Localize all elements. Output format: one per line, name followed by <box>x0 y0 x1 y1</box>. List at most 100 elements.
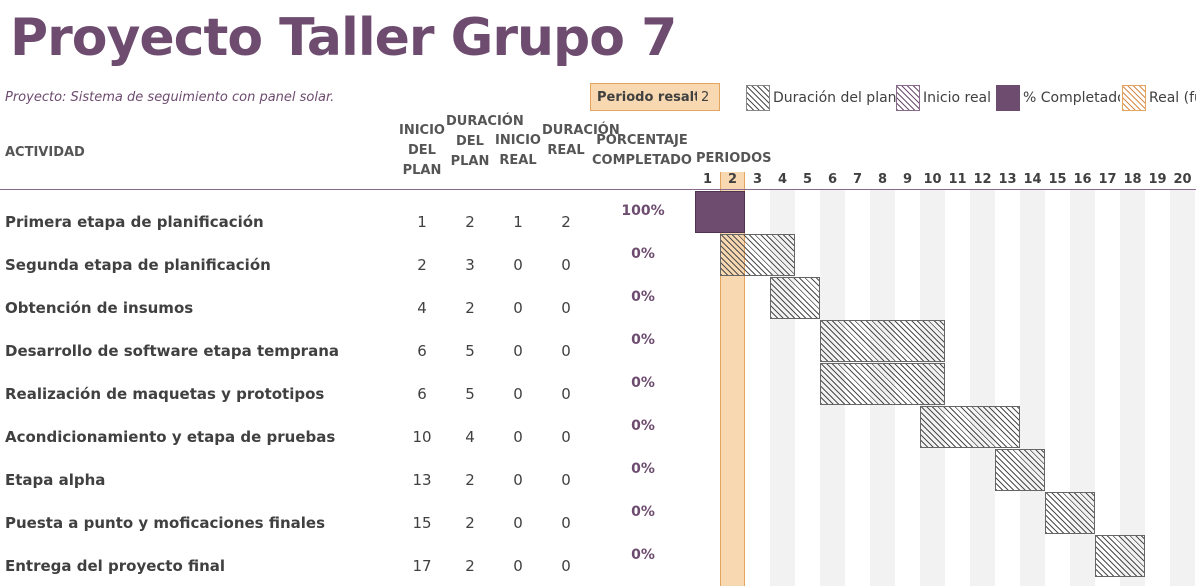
actual-start-cell[interactable]: 0 <box>513 385 523 403</box>
plan-duration-cell[interactable]: 2 <box>465 514 475 532</box>
highlighted-period-value[interactable]: 2 <box>701 89 710 105</box>
activity-name: Etapa alpha <box>5 471 106 489</box>
period-number: 13 <box>998 172 1017 187</box>
period-column-shade <box>970 190 995 586</box>
plan-duration-cell[interactable]: 4 <box>465 428 475 446</box>
actual-duration-cell[interactable]: 0 <box>561 557 571 575</box>
legend-label: Duración del plan <box>773 90 896 106</box>
column-header-inicio-plan: INICIO DEL PLAN <box>399 123 445 178</box>
actual-start-cell[interactable]: 1 <box>513 213 523 231</box>
activity-name: Obtención de insumos <box>5 299 194 317</box>
plan-duration-bar <box>1045 492 1095 534</box>
plan-duration-bar <box>820 320 945 362</box>
percent-complete-cell[interactable]: 0% <box>631 418 655 434</box>
solid-purple-swatch-icon <box>996 85 1020 111</box>
percent-complete-cell[interactable]: 0% <box>631 461 655 477</box>
actual-start-cell[interactable]: 0 <box>513 299 523 317</box>
actual-duration-cell[interactable]: 0 <box>561 385 571 403</box>
actual-start-cell[interactable]: 0 <box>513 557 523 575</box>
percent-complete-cell[interactable]: 0% <box>631 504 655 520</box>
percent-complete-cell[interactable]: 0% <box>631 289 655 305</box>
period-number: 20 <box>1173 172 1192 187</box>
column-header-duracion-real: DURACIÓN REAL <box>542 123 620 158</box>
highlighted-period-label: Periodo resaltado <box>597 89 697 105</box>
period-number: 19 <box>1148 172 1167 187</box>
plan-start-cell[interactable]: 15 <box>412 514 432 532</box>
plan-duration-cell[interactable]: 5 <box>465 342 475 360</box>
plan-duration-cell[interactable]: 2 <box>465 557 475 575</box>
percent-complete-cell[interactable]: 0% <box>631 547 655 563</box>
plan-duration-bar <box>920 406 1020 448</box>
period-number: 5 <box>802 172 813 187</box>
plan-start-cell[interactable]: 4 <box>417 299 427 317</box>
percent-complete-cell[interactable]: 0% <box>631 332 655 348</box>
column-header-duracion-plan: DURACIÓN DEL PLAN <box>446 114 524 169</box>
percent-complete-cell[interactable]: 0% <box>631 246 655 262</box>
activity-name: Segunda etapa de planificación <box>5 256 271 274</box>
column-header-periodos: PERIODOS <box>696 151 772 166</box>
period-number: 15 <box>1048 172 1067 187</box>
period-number: 1 <box>702 172 713 187</box>
actual-start-cell[interactable]: 0 <box>513 428 523 446</box>
period-number: 8 <box>877 172 888 187</box>
actual-start-cell[interactable]: 0 <box>513 256 523 274</box>
period-number: 4 <box>777 172 788 187</box>
hatch-orange-swatch-icon <box>1122 85 1146 111</box>
plan-start-cell[interactable]: 6 <box>417 342 427 360</box>
plan-duration-bar <box>770 277 820 319</box>
period-column-shade <box>1020 190 1045 586</box>
legend-percent-complete: % Completado <box>996 84 1120 112</box>
activity-name: Acondicionamiento y etapa de pruebas <box>5 428 336 446</box>
column-header-porcentaje: PORCENTAJE COMPLETADO <box>592 133 692 168</box>
actual-duration-cell[interactable]: 0 <box>561 428 571 446</box>
plan-duration-cell[interactable]: 2 <box>465 213 475 231</box>
actual-duration-cell[interactable]: 0 <box>561 299 571 317</box>
plan-start-cell[interactable]: 1 <box>417 213 427 231</box>
legend-actual-out-of-plan: Real (fuera del plan) <box>1122 84 1196 112</box>
activity-name: Primera etapa de planificación <box>5 213 264 231</box>
plan-duration-bar <box>1095 535 1145 577</box>
legend-label: Inicio real <box>923 90 992 106</box>
plan-duration-cell[interactable]: 3 <box>465 256 475 274</box>
actual-duration-cell[interactable]: 2 <box>561 213 571 231</box>
legend-actual-start: Inicio real <box>896 84 996 112</box>
actual-start-cell[interactable]: 0 <box>513 342 523 360</box>
period-column-shade <box>1120 190 1145 586</box>
hatch-black-swatch-icon <box>746 85 770 111</box>
actual-duration-cell[interactable]: 0 <box>561 514 571 532</box>
period-number: 7 <box>852 172 863 187</box>
actual-duration-cell[interactable]: 0 <box>561 256 571 274</box>
plan-duration-cell[interactable]: 5 <box>465 385 475 403</box>
period-number: 18 <box>1123 172 1142 187</box>
period-number: 17 <box>1098 172 1117 187</box>
period-number: 11 <box>948 172 967 187</box>
actual-start-cell[interactable]: 0 <box>513 514 523 532</box>
percent-complete-bar <box>695 191 745 233</box>
legend-plan-duration: Duración del plan <box>746 84 896 112</box>
period-number: 9 <box>902 172 913 187</box>
plan-duration-bar <box>820 363 945 405</box>
plan-duration-bar <box>995 449 1045 491</box>
period-number: 16 <box>1073 172 1092 187</box>
highlighted-period-box[interactable]: Periodo resaltado 2 <box>590 83 720 111</box>
actual-duration-cell[interactable]: 0 <box>561 471 571 489</box>
activity-name: Realización de maquetas y prototipos <box>5 385 325 403</box>
plan-duration-cell[interactable]: 2 <box>465 299 475 317</box>
actual-duration-cell[interactable]: 0 <box>561 342 571 360</box>
plan-duration-cell[interactable]: 2 <box>465 471 475 489</box>
period-number: 10 <box>923 172 942 187</box>
actual-start-cell[interactable]: 0 <box>513 471 523 489</box>
plan-start-cell[interactable]: 10 <box>412 428 432 446</box>
activity-name: Puesta a punto y moficaciones finales <box>5 514 325 532</box>
period-number: 6 <box>827 172 838 187</box>
plan-start-cell[interactable]: 6 <box>417 385 427 403</box>
column-header-inicio-real: INICIO REAL <box>495 133 541 168</box>
plan-start-cell[interactable]: 13 <box>412 471 432 489</box>
plan-start-cell[interactable]: 2 <box>417 256 427 274</box>
percent-complete-cell[interactable]: 100% <box>621 203 665 219</box>
plan-start-cell[interactable]: 17 <box>412 557 432 575</box>
percent-complete-cell[interactable]: 0% <box>631 375 655 391</box>
sheet-title: Proyecto Taller Grupo 7 <box>10 8 677 68</box>
legend-label: % Completado <box>1023 90 1120 106</box>
activity-name: Entrega del proyecto final <box>5 557 226 575</box>
